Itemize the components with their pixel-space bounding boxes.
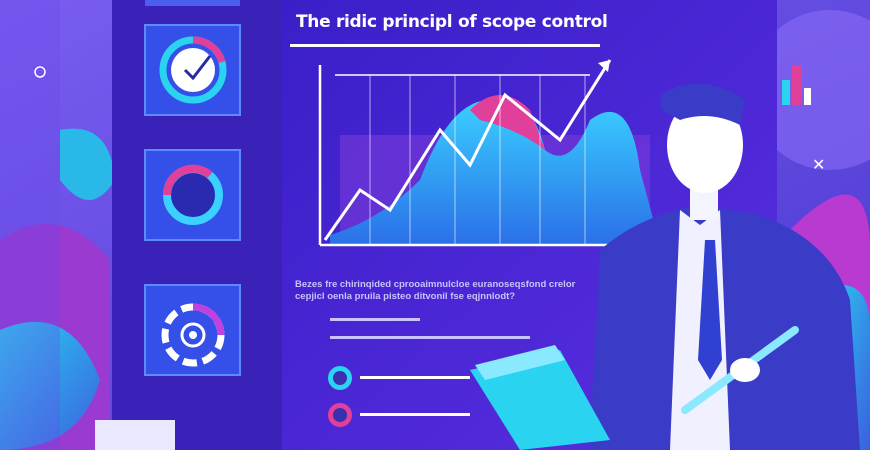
line-chart-icon: [318, 59, 660, 247]
left-panel: [95, 0, 282, 450]
svg-text:✕: ✕: [812, 155, 825, 174]
slide-body-text: Bezes fre chirinqided cprooaimnulcloe eu…: [295, 279, 605, 303]
person-illustration: [470, 83, 860, 450]
slide-title: The ridic principl of scope control: [296, 12, 608, 32]
list: [328, 318, 530, 427]
target-gear-icon: [161, 303, 225, 367]
target-card[interactable]: [144, 284, 241, 376]
clipboard-icon: [470, 345, 610, 450]
clock-icon: [171, 48, 215, 92]
body-line-1: Bezes fre chirinqided cprooaimnulcloe eu…: [295, 279, 576, 290]
clock-card[interactable]: [144, 24, 241, 116]
body-line-2: cepjicl oenla pruila pisteo ditvonil fse…: [295, 291, 516, 302]
donut-card[interactable]: [144, 149, 241, 241]
